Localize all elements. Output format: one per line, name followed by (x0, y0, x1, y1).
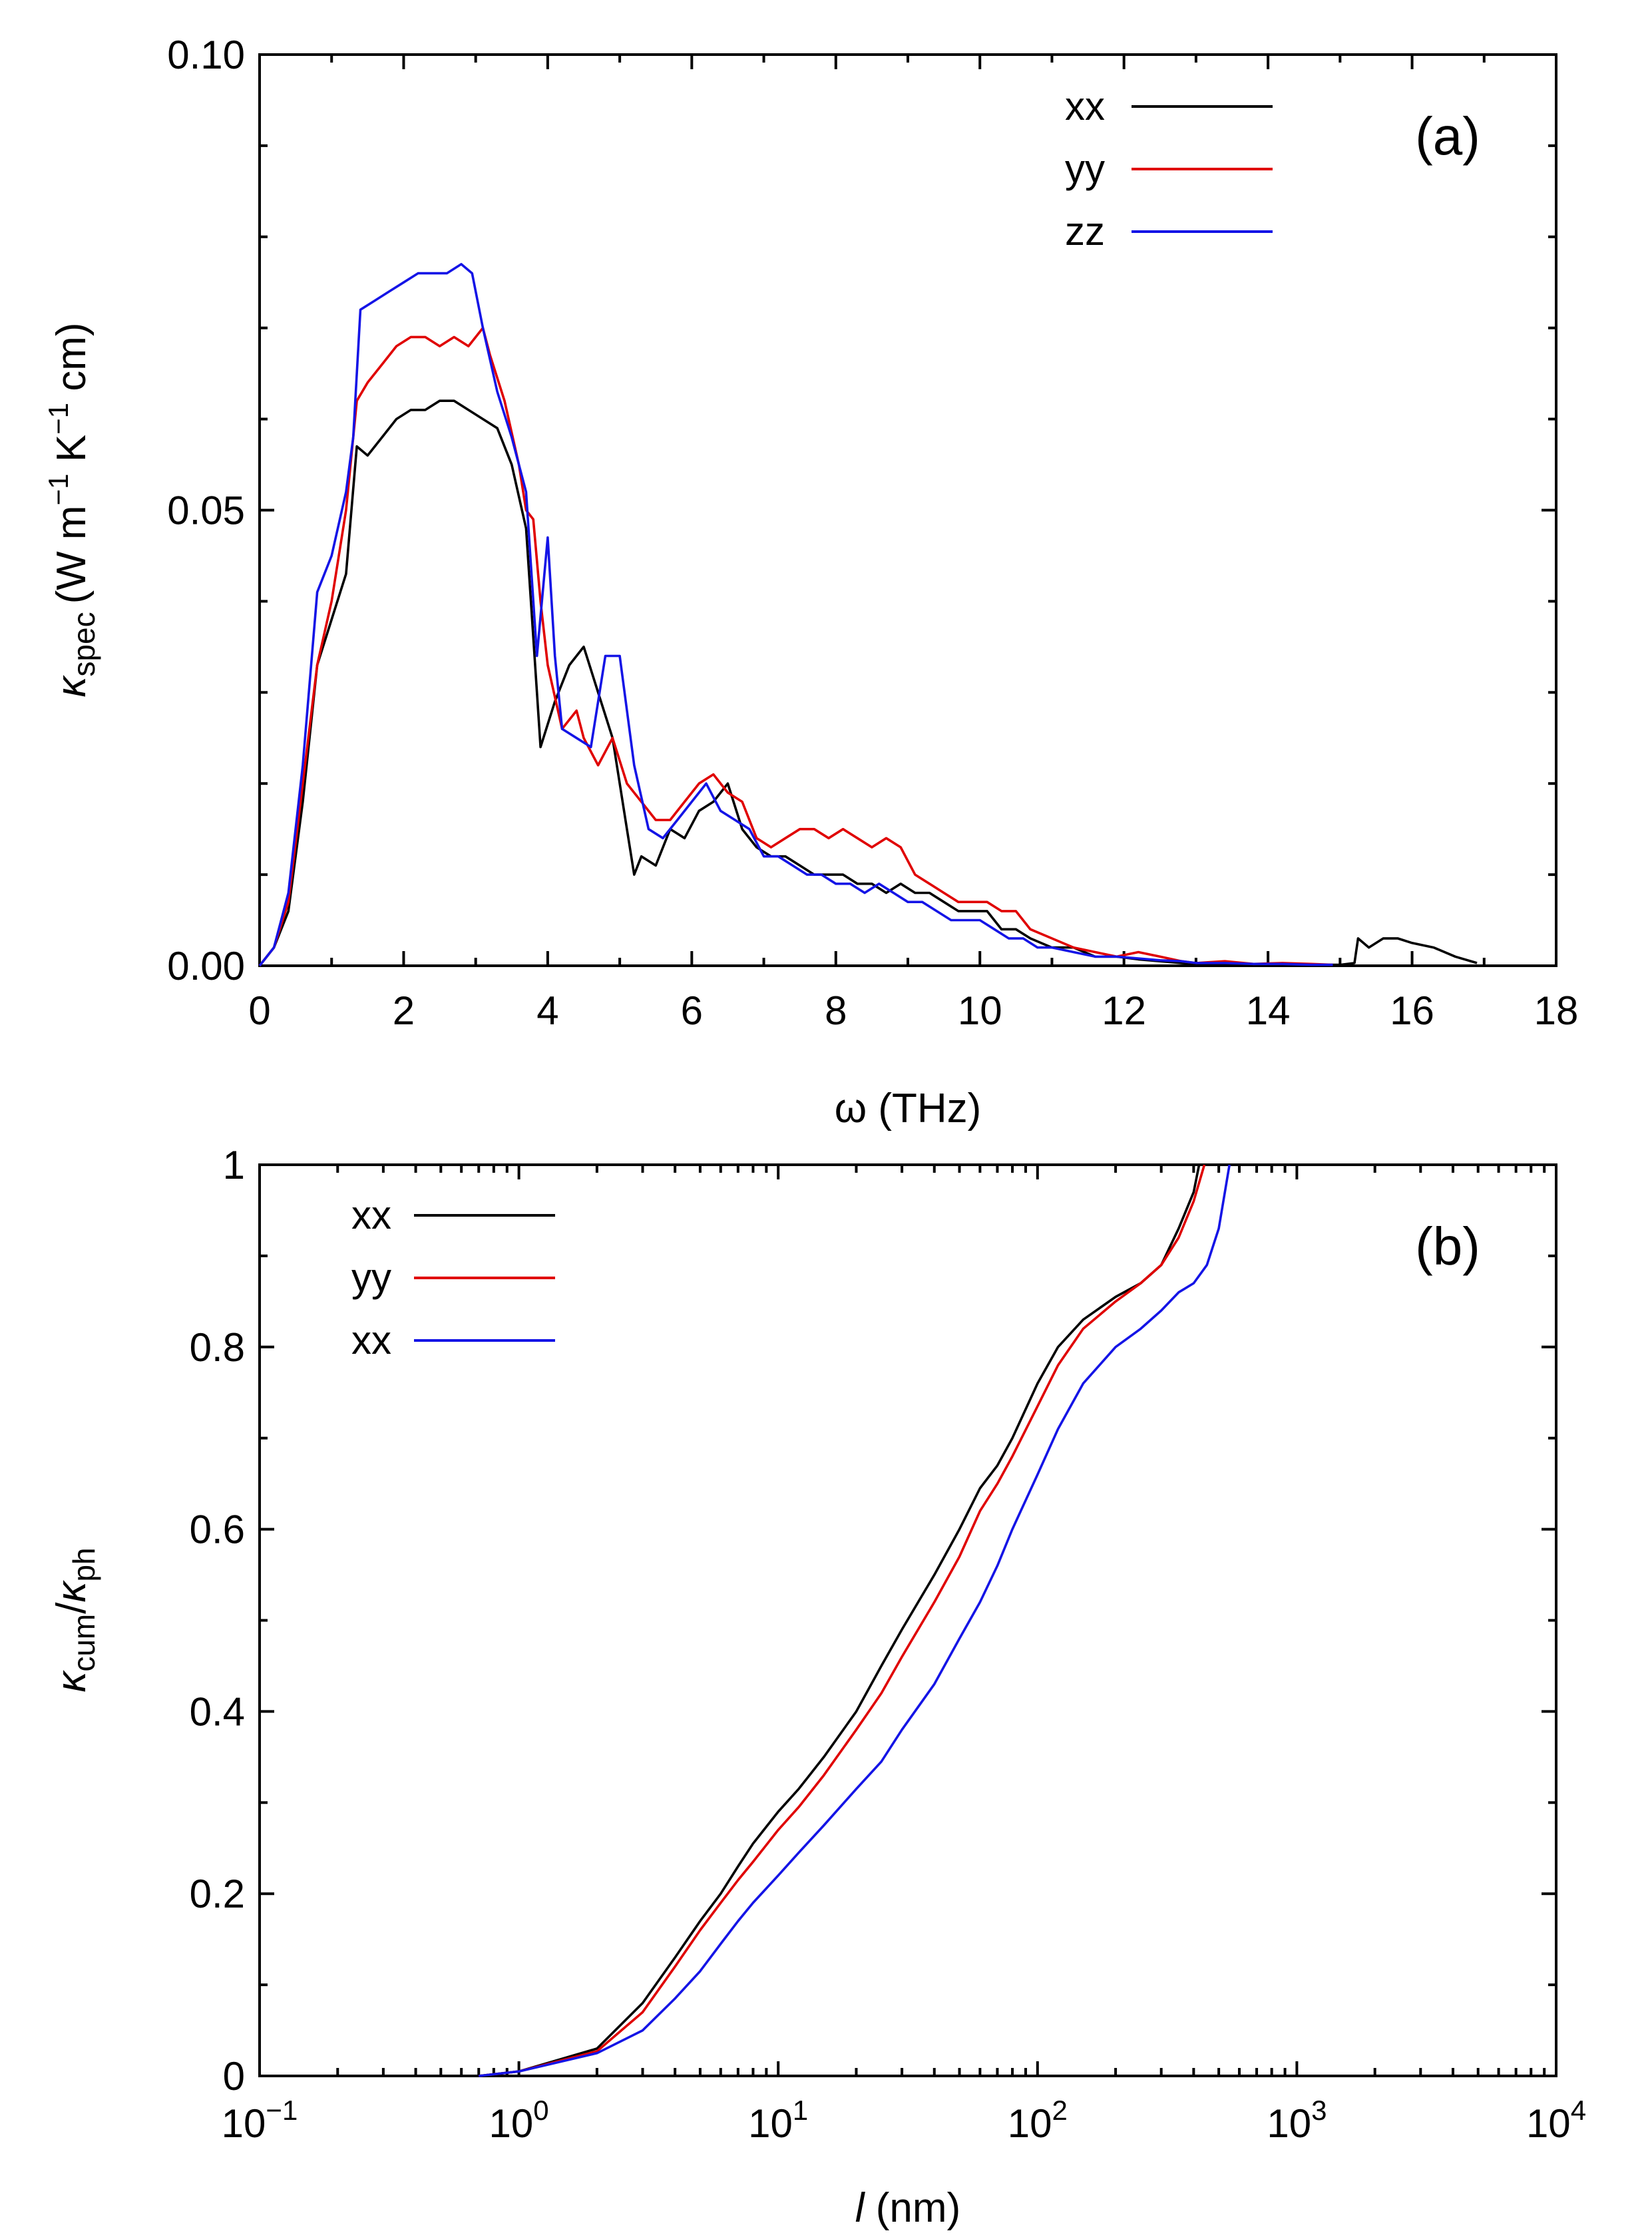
x-tick-label-a: 8 (825, 988, 847, 1033)
panel-a-frame (258, 53, 1557, 967)
y-tick-label-b: 0.6 (190, 1508, 245, 1552)
x-tick-label-a: 16 (1390, 988, 1434, 1033)
series-line-a-zz (258, 263, 1333, 967)
tick-base: 10 (748, 2101, 793, 2146)
x-tick-label-a: 6 (681, 988, 703, 1033)
x-tick-label-a: 10 (958, 988, 1002, 1033)
y-label-exp1: −1 (43, 473, 74, 505)
tick-exponent: 1 (793, 2095, 808, 2126)
x-tick-label-b: 103 (1267, 2095, 1327, 2146)
x-axis-label-a: ω (THz) (835, 1086, 982, 1131)
y-label-slash: / (49, 1602, 95, 1614)
y-label-exp2: −1 (43, 403, 74, 435)
x-tick-label-a: 2 (393, 988, 415, 1033)
y-tick-label-b: 0.2 (190, 1872, 245, 1916)
y-label-sub2: ph (67, 1547, 101, 1581)
x-tick-label-a: 14 (1246, 988, 1291, 1033)
legend-label-b-2: xx (351, 1318, 391, 1362)
tick-exponent: 2 (1052, 2095, 1067, 2126)
tick-base: 10 (1008, 2101, 1052, 2146)
x-label-symbol: l (855, 2185, 866, 2231)
tick-exponent: 3 (1311, 2095, 1327, 2126)
y-label-sub1: cum (67, 1614, 101, 1672)
x-tick-label-a: 18 (1534, 988, 1579, 1033)
y-tick-label-b: 0.4 (190, 1689, 245, 1734)
legend-label-b-0: xx (351, 1193, 391, 1237)
panel-a-legend: xx yy zz (1065, 84, 1273, 254)
series-line-a-yy (258, 326, 1333, 967)
panel-a-x-axis-label: ω (THz) (835, 1086, 982, 1131)
legend-label-a-xx: xx (1065, 84, 1105, 128)
series-line-b-2 (479, 1164, 1231, 2077)
x-tick-label-b: 10−1 (222, 2095, 298, 2146)
panel-b-legend: xx yy xx (351, 1193, 555, 1362)
tick-base: 10 (489, 2101, 534, 2146)
legend-label-a-yy: yy (1065, 146, 1105, 191)
tick-exponent: 0 (533, 2095, 548, 2126)
tick-exponent: 4 (1571, 2095, 1586, 2126)
y-label-symbol1: κ (49, 1670, 95, 1693)
panel-a: 0 2 4 6 8 10 12 14 16 18 0.00 0.05 0.10 xx yy zz (a) ω… (43, 33, 1578, 1131)
y-label-sub: spec (67, 612, 101, 676)
series-line-a-xx (258, 399, 1478, 967)
y-tick-label-b: 0.8 (190, 1325, 245, 1370)
panel-b-label: (b) (1415, 1217, 1480, 1276)
y-tick-label-a: 0.05 (167, 489, 245, 533)
tick-exponent: −1 (266, 2095, 298, 2126)
x-tick-label-b: 101 (748, 2095, 808, 2146)
legend-label-a-zz: zz (1065, 209, 1105, 254)
y-label-symbol: κ (49, 675, 95, 698)
y-tick-label-a: 0.00 (167, 944, 245, 988)
x-tick-label-b: 104 (1526, 2095, 1586, 2146)
x-tick-label-a: 0 (248, 988, 270, 1033)
series-line-b-1 (479, 1164, 1206, 2077)
x-tick-label-a: 4 (536, 988, 558, 1033)
panel-a-label: (a) (1415, 106, 1480, 166)
series-line-b-0 (479, 1164, 1201, 2077)
panel-b-x-axis-label: l (nm) (855, 2185, 960, 2231)
tick-base: 10 (222, 2101, 266, 2146)
panel-b-y-axis-label: κcum/κph (49, 1547, 101, 1692)
y-label-mid: K (49, 435, 95, 474)
y-label-end: cm) (49, 322, 95, 403)
y-label-unit: (W m (49, 505, 95, 604)
x-tick-label-b: 100 (489, 2095, 549, 2146)
x-tick-label-b: 102 (1008, 2095, 1068, 2146)
y-label-symbol2: κ (49, 1580, 95, 1603)
legend-label-b-1: yy (351, 1255, 391, 1300)
tick-base: 10 (1526, 2101, 1571, 2146)
y-tick-label-b: 1 (223, 1143, 245, 1187)
panel-a-y-axis-label: κspec(W m−1 K−1 cm) (43, 322, 101, 697)
x-tick-label-a: 12 (1102, 988, 1146, 1033)
tick-base: 10 (1267, 2101, 1311, 2146)
y-tick-label-a: 0.10 (167, 33, 245, 77)
y-tick-label-b: 0 (223, 2054, 245, 2099)
x-label-unit: (nm) (865, 2185, 961, 2231)
